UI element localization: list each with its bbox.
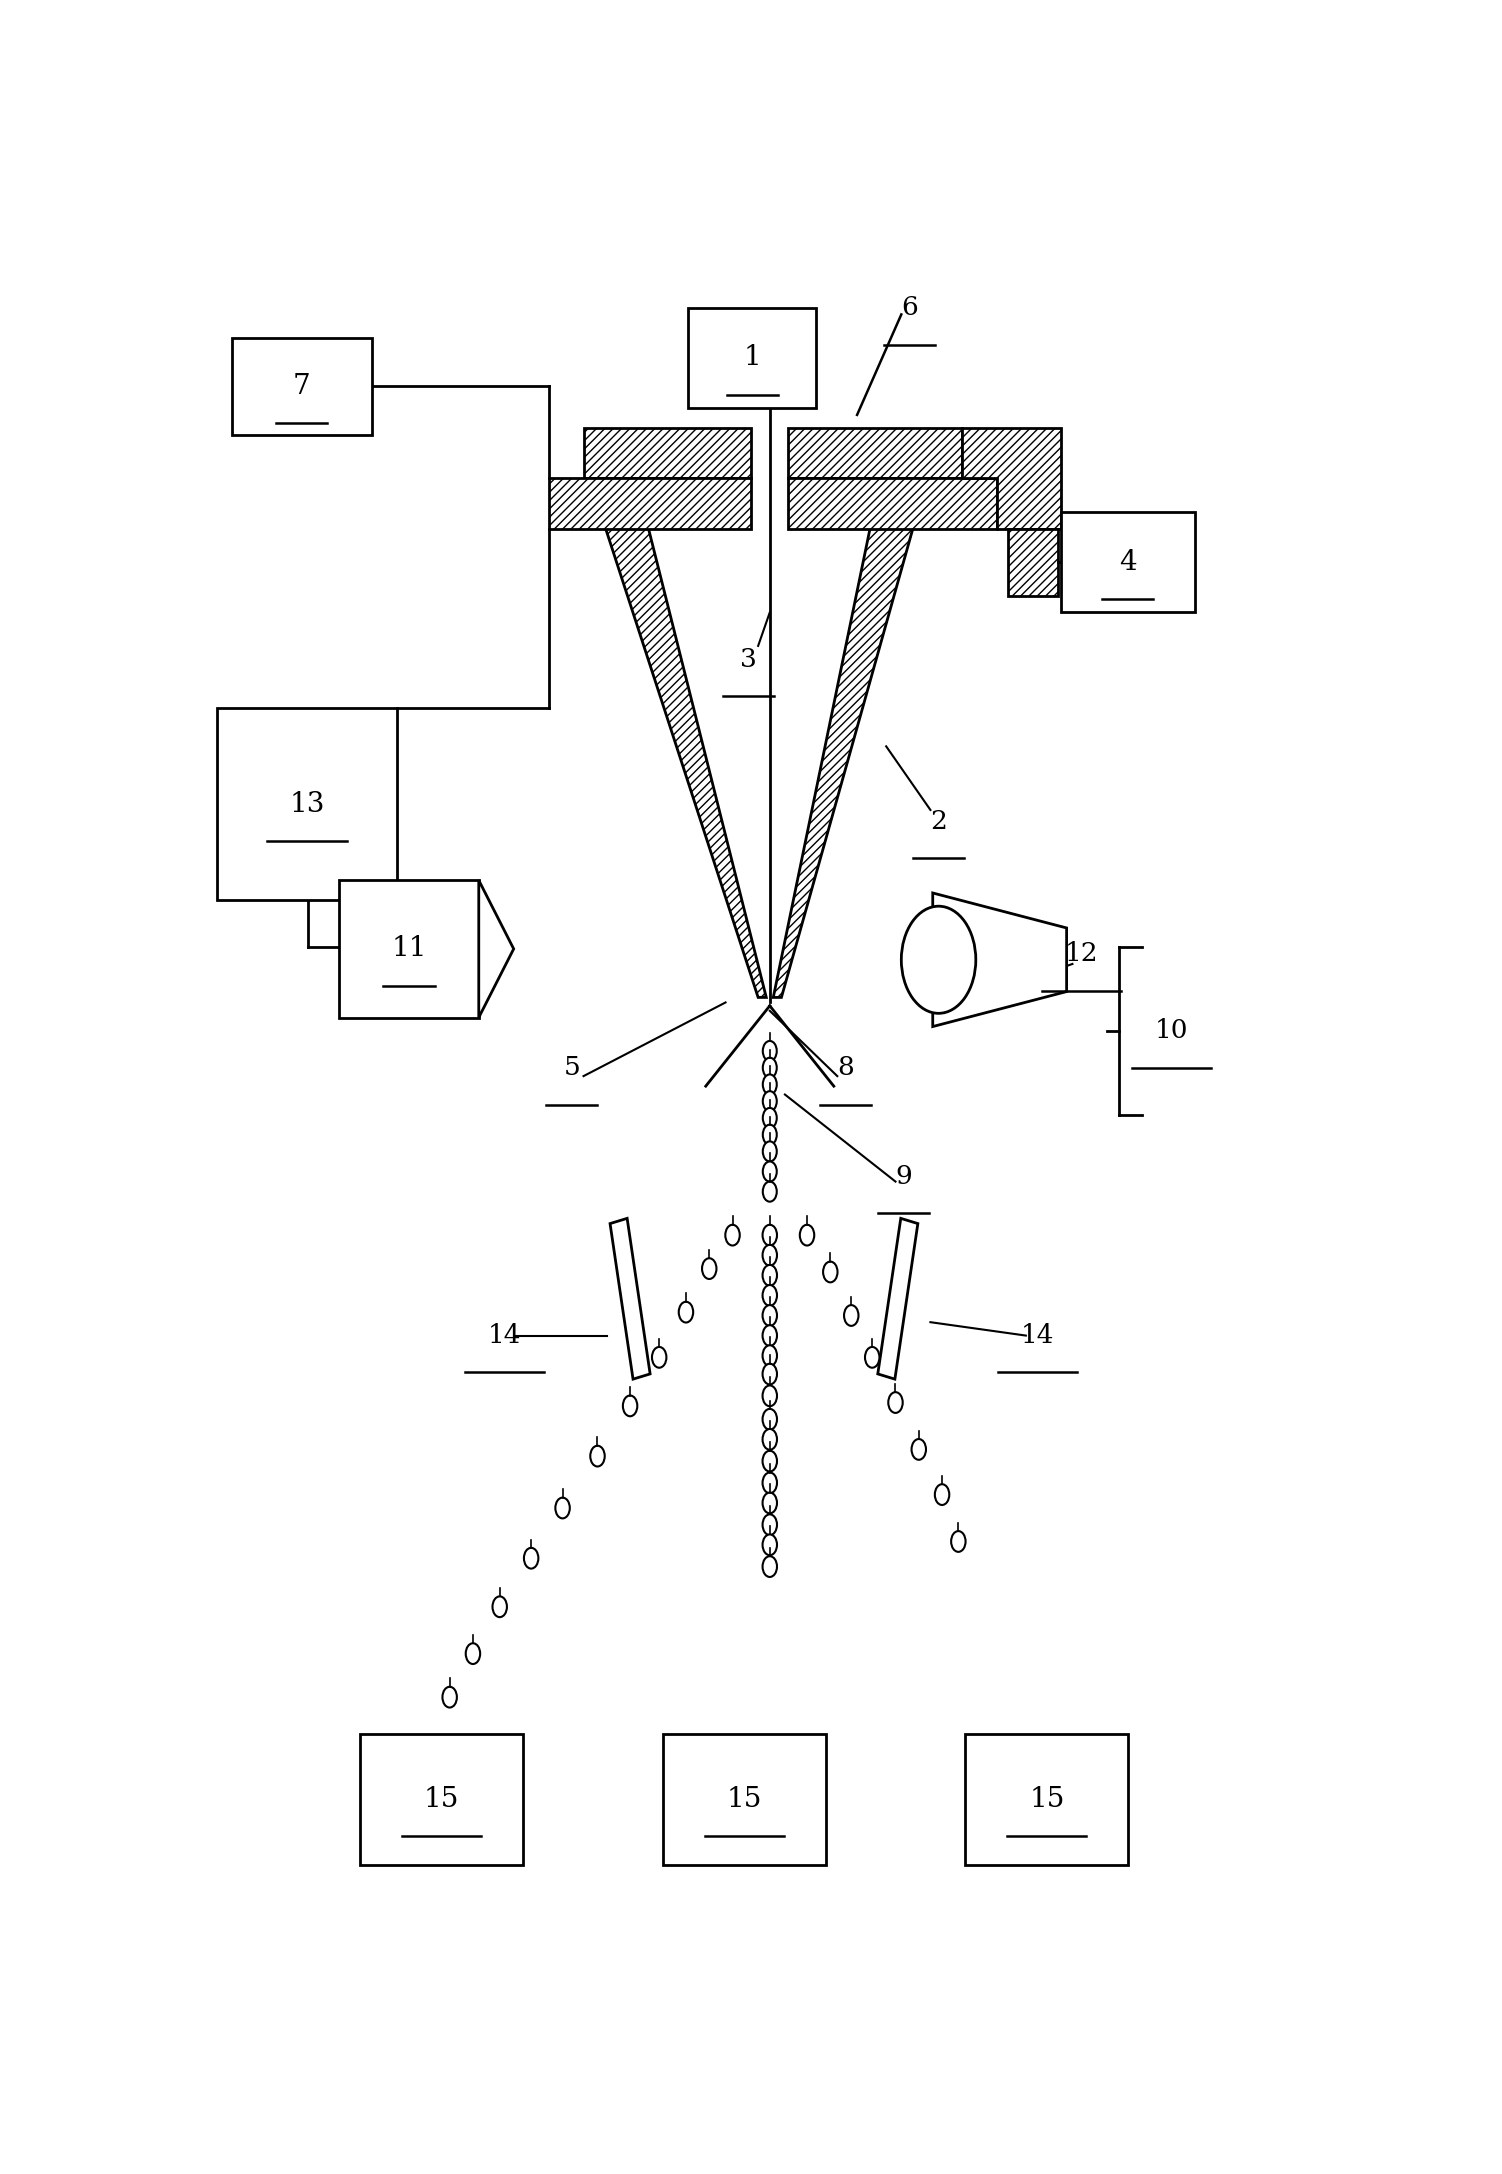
Text: 14: 14 (488, 1324, 521, 1348)
Bar (966, 1735, 1128, 1865)
Circle shape (763, 1183, 777, 1202)
Circle shape (823, 1261, 838, 1283)
Bar (339, 880, 479, 1017)
Circle shape (493, 1596, 508, 1617)
Polygon shape (961, 428, 1060, 528)
Circle shape (763, 1428, 777, 1450)
Polygon shape (1008, 528, 1059, 596)
Bar (231, 337, 371, 435)
Circle shape (466, 1644, 481, 1663)
Circle shape (763, 1557, 777, 1576)
Text: 14: 14 (1021, 1324, 1054, 1348)
Text: 3: 3 (740, 648, 757, 672)
Polygon shape (789, 478, 997, 528)
Text: 12: 12 (1065, 941, 1098, 967)
Circle shape (763, 1041, 777, 1061)
Polygon shape (610, 1217, 650, 1378)
Circle shape (865, 1348, 880, 1367)
Circle shape (763, 1109, 777, 1128)
Circle shape (443, 1687, 457, 1707)
Circle shape (763, 1124, 777, 1146)
Text: 8: 8 (837, 1054, 853, 1080)
Circle shape (763, 1265, 777, 1285)
Circle shape (934, 1485, 949, 1504)
Bar (216, 709, 397, 900)
Circle shape (844, 1304, 859, 1326)
Circle shape (763, 1535, 777, 1554)
Circle shape (763, 1161, 777, 1183)
Text: 5: 5 (563, 1054, 580, 1080)
Text: 15: 15 (1029, 1785, 1065, 1813)
Circle shape (763, 1304, 777, 1326)
Text: 10: 10 (1155, 1017, 1188, 1044)
Circle shape (951, 1530, 966, 1552)
Circle shape (701, 1259, 716, 1278)
Polygon shape (789, 428, 961, 478)
Text: 11: 11 (391, 935, 427, 963)
Polygon shape (589, 478, 766, 998)
Text: 2: 2 (930, 809, 946, 835)
Circle shape (652, 1348, 667, 1367)
Text: 1: 1 (743, 343, 762, 372)
Bar (662, 1735, 826, 1865)
Polygon shape (877, 1217, 918, 1378)
Text: 13: 13 (290, 791, 324, 817)
Circle shape (912, 1439, 927, 1459)
Polygon shape (774, 478, 927, 998)
Polygon shape (933, 894, 1066, 1026)
Circle shape (763, 1141, 777, 1161)
Text: 15: 15 (727, 1785, 762, 1813)
Circle shape (763, 1385, 777, 1407)
Circle shape (901, 907, 976, 1013)
Circle shape (799, 1224, 814, 1246)
Bar (360, 1735, 523, 1865)
Circle shape (590, 1446, 605, 1467)
Bar (1060, 511, 1194, 613)
Circle shape (763, 1450, 777, 1472)
Polygon shape (479, 880, 514, 1017)
Circle shape (763, 1346, 777, 1365)
Circle shape (725, 1224, 740, 1246)
Circle shape (763, 1074, 777, 1094)
Circle shape (763, 1472, 777, 1494)
Circle shape (524, 1548, 538, 1570)
Circle shape (763, 1515, 777, 1535)
Text: 4: 4 (1119, 548, 1137, 576)
Text: 7: 7 (293, 374, 311, 400)
Text: 15: 15 (424, 1785, 460, 1813)
Circle shape (763, 1285, 777, 1307)
Circle shape (763, 1059, 777, 1078)
Circle shape (763, 1494, 777, 1513)
Circle shape (763, 1246, 777, 1265)
Circle shape (888, 1391, 903, 1413)
Circle shape (679, 1302, 694, 1322)
Circle shape (763, 1091, 777, 1111)
Circle shape (763, 1224, 777, 1246)
Circle shape (763, 1326, 777, 1346)
Text: 6: 6 (901, 296, 918, 320)
Polygon shape (548, 478, 751, 528)
Circle shape (763, 1363, 777, 1385)
Circle shape (763, 1409, 777, 1430)
Circle shape (556, 1498, 569, 1517)
Polygon shape (583, 428, 751, 478)
Bar (688, 309, 817, 409)
Circle shape (623, 1396, 637, 1415)
Text: 9: 9 (895, 1163, 912, 1189)
